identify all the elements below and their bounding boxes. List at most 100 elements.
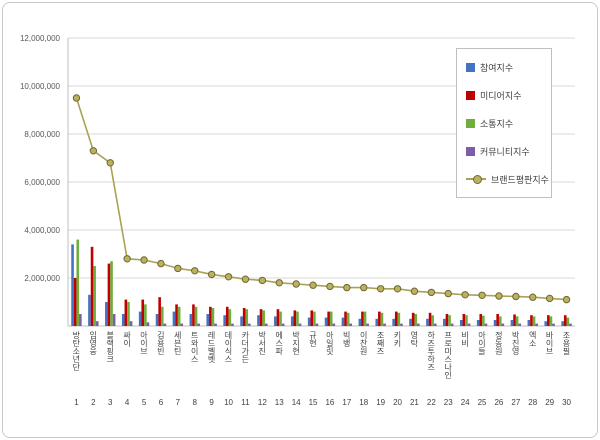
category-label: 데이식스 <box>223 331 233 363</box>
bar-소통지수 <box>346 312 350 326</box>
bar-참여지수 <box>324 317 328 326</box>
rank-label: 13 <box>274 398 284 407</box>
line-marker <box>461 291 469 299</box>
bar-소통지수 <box>431 315 434 326</box>
bar-커뮤니티지수 <box>95 321 99 326</box>
bar-소통지수 <box>144 304 147 326</box>
legend-swatch <box>466 62 475 72</box>
bar-커뮤니티지수 <box>383 323 386 326</box>
rank-label: 21 <box>409 398 419 407</box>
bar-커뮤니티지수 <box>332 323 336 326</box>
line-marker <box>72 94 81 102</box>
rank-label: 3 <box>108 398 113 407</box>
bar-참여지수 <box>527 320 531 326</box>
bar-참여지수 <box>240 316 243 326</box>
bar-커뮤니티지수 <box>197 323 200 326</box>
bar-미디어지수 <box>479 314 483 326</box>
bar-커뮤니티지수 <box>129 321 133 326</box>
bar-참여지수 <box>290 316 294 326</box>
bar-미디어지수 <box>563 315 567 326</box>
category-label: 이찬원 <box>359 331 369 355</box>
bar-미디어지수 <box>513 314 516 326</box>
line-marker <box>427 288 436 297</box>
bar-미디어지수 <box>225 306 229 326</box>
category-label: 조용필 <box>561 331 571 355</box>
category-label: 방탄소년단 <box>71 331 81 371</box>
bar-참여지수 <box>206 314 210 326</box>
line-marker <box>309 281 317 289</box>
bar-소통지수 <box>262 310 265 326</box>
bar-참여지수 <box>358 318 362 326</box>
legend-item-브랜드평판지수: 브랜드평판지수 <box>457 165 551 193</box>
rank-label: 7 <box>175 398 181 407</box>
legend-swatch <box>466 90 475 100</box>
legend-item-커뮤니티지수: 커뮤니티지수 <box>457 137 551 165</box>
bar-커뮤니티지수 <box>467 323 471 326</box>
line-marker <box>410 287 419 295</box>
bar-소통지수 <box>515 316 519 326</box>
bar-커뮤니티지수 <box>349 323 353 326</box>
bar-커뮤니티지수 <box>112 314 116 326</box>
bar-소통지수 <box>228 309 232 326</box>
bar-참여지수 <box>341 317 345 326</box>
rank-label: 11 <box>241 398 250 407</box>
category-label: 에스파 <box>274 331 284 355</box>
category-label: 아이브 <box>139 331 149 355</box>
line-marker <box>393 285 402 293</box>
bar-소통지수 <box>211 308 215 326</box>
bar-소통지수 <box>465 315 468 326</box>
rank-label: 4 <box>124 398 130 407</box>
bar-참여지수 <box>223 315 226 326</box>
legend-label: 참여지수 <box>480 62 514 73</box>
line-marker <box>224 273 233 281</box>
bar-미디어지수 <box>293 310 297 326</box>
category-label: 규현 <box>308 331 318 347</box>
legend-item-미디어지수: 미디어지수 <box>457 81 551 109</box>
rank-label: 29 <box>545 398 555 407</box>
line-marker <box>360 283 368 292</box>
legend-swatch <box>466 146 475 156</box>
bar-미디어지수 <box>124 299 128 326</box>
category-label: 영탁 <box>409 331 419 347</box>
category-label: 빅뱅 <box>342 331 352 347</box>
bar-소통지수 <box>296 311 299 326</box>
category-label: 카더가든 <box>240 331 250 363</box>
bar-참여지수 <box>257 315 260 326</box>
line-marker <box>258 276 267 285</box>
bar-소통지수 <box>93 266 96 326</box>
bar-소통지수 <box>279 311 282 326</box>
bar-커뮤니티지수 <box>214 323 217 326</box>
bar-참여지수 <box>71 244 74 326</box>
bar-미디어지수 <box>378 311 381 326</box>
rank-label: 27 <box>511 398 521 407</box>
bar-커뮤니티지수 <box>298 323 302 326</box>
legend-label: 소통지수 <box>480 118 514 129</box>
bar-미디어지수 <box>530 315 533 326</box>
rank-label: 26 <box>494 398 504 407</box>
category-label: 키키 <box>392 331 402 347</box>
y-tick-label: 8,000,000 <box>24 130 60 139</box>
bar-참여지수 <box>307 317 311 326</box>
rank-label: 9 <box>209 398 214 407</box>
line-marker <box>529 293 537 301</box>
category-label: 박진영 <box>511 331 521 355</box>
rank-label: 8 <box>192 398 197 407</box>
bar-커뮤니티지수 <box>417 323 420 326</box>
line-marker <box>326 282 334 291</box>
category-label: 조째즈 <box>376 331 386 355</box>
rank-label: 6 <box>158 398 164 407</box>
bar-소통지수 <box>549 316 553 326</box>
rank-label: 1 <box>74 398 79 407</box>
bar-커뮤니티지수 <box>248 323 251 326</box>
bar-소통지수 <box>194 306 198 326</box>
bar-참여지수 <box>172 311 176 326</box>
bar-커뮤니티지수 <box>163 323 167 326</box>
bar-소통지수 <box>532 316 536 326</box>
bar-미디어지수 <box>394 311 398 326</box>
bar-소통지수 <box>160 306 164 326</box>
category-label: 아이들 <box>477 331 487 355</box>
rank-label: 30 <box>562 398 571 407</box>
rank-label: 14 <box>291 398 301 407</box>
category-label: 비비 <box>460 331 470 347</box>
line-marker <box>140 256 148 264</box>
